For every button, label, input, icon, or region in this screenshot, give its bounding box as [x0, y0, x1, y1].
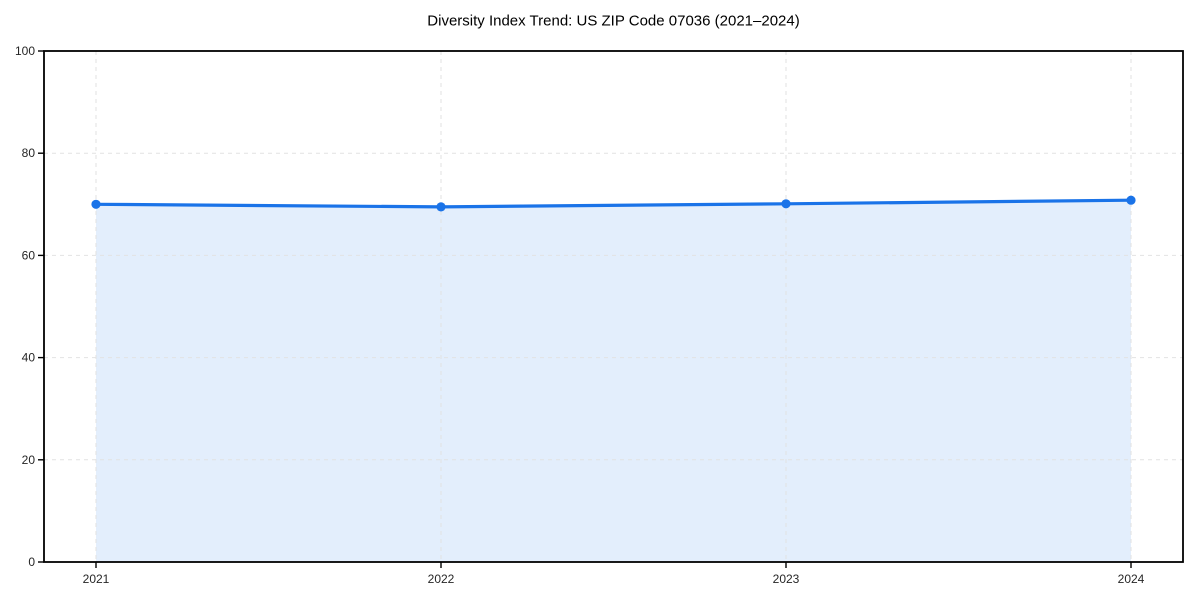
- gridline-layer: [44, 51, 1183, 562]
- plot-border: [43, 50, 1184, 563]
- x-tick-label: 2022: [428, 572, 455, 586]
- x-tick-label: 2021: [83, 572, 110, 586]
- y-tick-label: 0: [28, 555, 35, 569]
- data-point-marker: [1126, 195, 1136, 205]
- y-tick-label: 100: [15, 44, 35, 58]
- chart-title: Diversity Index Trend: US ZIP Code 07036…: [427, 13, 799, 30]
- y-tick-label: 20: [22, 453, 36, 467]
- trend-line-layer: [94, 198, 1133, 209]
- tick-mark-layer: [38, 50, 1132, 568]
- data-point-marker: [91, 199, 101, 209]
- y-tick-label: 80: [22, 146, 36, 160]
- data-point-layer: [91, 195, 1136, 212]
- x-axis-labels: 2021 2022 2023 2024: [83, 572, 1145, 586]
- data-point-marker: [781, 199, 791, 209]
- y-tick-label: 60: [22, 248, 36, 262]
- area-fill-layer: [96, 200, 1131, 562]
- trend-line: [94, 198, 1133, 209]
- y-axis-labels: 0 20 40 60 80 100: [15, 44, 35, 569]
- y-tick-label: 40: [22, 351, 36, 365]
- area-fill: [96, 200, 1131, 562]
- x-tick-label: 2024: [1118, 572, 1145, 586]
- x-tick-label: 2023: [773, 572, 800, 586]
- data-point-marker: [436, 202, 446, 212]
